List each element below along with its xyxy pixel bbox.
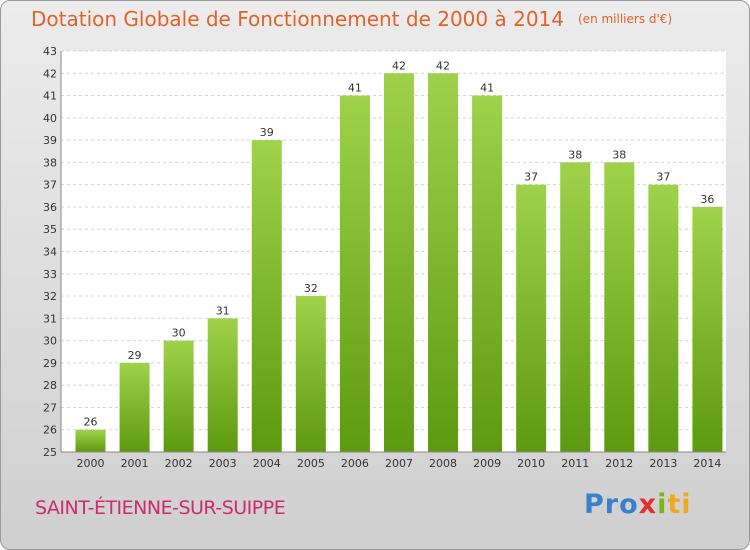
data-label-2009: 41 — [480, 82, 494, 95]
y-tick-label: 25 — [43, 446, 57, 459]
x-tick-label-2010: 2010 — [517, 457, 545, 470]
data-label-2010: 37 — [524, 171, 538, 184]
bar-2014 — [692, 206, 723, 452]
x-tick-label-2007: 2007 — [385, 457, 413, 470]
bar-2004 — [251, 140, 282, 452]
town-name: SAINT-ÉTIENNE-SUR-SUIPPE — [35, 497, 286, 519]
data-label-2001: 29 — [128, 349, 142, 362]
bar-2007 — [383, 73, 414, 453]
x-tick-label-2004: 2004 — [253, 457, 281, 470]
y-tick-label: 28 — [43, 379, 57, 392]
bars: 26 29 30 31 39 32 41 42 42 41 37 38 38 37 36 — [75, 59, 723, 453]
bar-2012 — [604, 162, 635, 452]
data-label-2003: 31 — [216, 304, 230, 317]
x-tick-label-2006: 2006 — [341, 457, 369, 470]
logo-part-1: Pro — [584, 489, 639, 520]
x-tick-label-2003: 2003 — [209, 457, 237, 470]
y-tick-label: 43 — [43, 45, 57, 58]
x-tick-label-2001: 2001 — [121, 457, 149, 470]
chart-title: Dotation Globale de Fonctionnement de 20… — [31, 7, 672, 31]
x-tick-label-2012: 2012 — [605, 457, 633, 470]
bar-2009 — [472, 95, 503, 453]
y-tick-label: 35 — [43, 223, 57, 236]
y-tick-label: 32 — [43, 290, 57, 303]
data-label-2012: 38 — [612, 148, 626, 161]
proxiti-logo[interactable]: Proxiti — [584, 489, 692, 520]
y-tick-label: 38 — [43, 156, 57, 169]
y-tick-label: 41 — [43, 90, 57, 103]
data-label-2007: 42 — [392, 59, 406, 72]
bar-2000 — [75, 429, 106, 452]
data-label-2004: 39 — [260, 126, 274, 139]
y-tick-label: 29 — [43, 357, 57, 370]
x-tick-label-2013: 2013 — [649, 457, 677, 470]
y-tick-label: 26 — [43, 424, 57, 437]
bar-2003 — [207, 318, 238, 452]
y-tick-label: 39 — [43, 134, 57, 147]
x-tick-label-2011: 2011 — [561, 457, 589, 470]
logo-part-2: x — [638, 489, 658, 520]
x-tick-label-2005: 2005 — [297, 457, 325, 470]
y-tick-label: 30 — [43, 335, 57, 348]
y-tick-label: 40 — [43, 112, 57, 125]
bar-2006 — [339, 95, 370, 453]
y-tick-label: 37 — [43, 179, 57, 192]
logo-part-3: i — [657, 489, 668, 520]
data-label-2002: 30 — [172, 327, 186, 340]
x-tick-label-2008: 2008 — [429, 457, 457, 470]
bar-2010 — [516, 184, 547, 452]
data-label-2013: 37 — [656, 171, 670, 184]
y-axis-ticks: 25 26 27 28 29 30 31 32 33 34 35 36 37 38 39 40 41 42 43 — [43, 45, 57, 459]
data-label-2005: 32 — [304, 282, 318, 295]
bar-2013 — [648, 184, 679, 452]
logo-part-4: ti — [667, 489, 692, 520]
x-tick-label-2002: 2002 — [165, 457, 193, 470]
data-label-2014: 36 — [700, 193, 714, 206]
y-tick-label: 27 — [43, 401, 57, 414]
y-tick-label: 33 — [43, 268, 57, 281]
x-tick-label-2009: 2009 — [473, 457, 501, 470]
y-tick-label: 34 — [43, 246, 57, 259]
bar-2001 — [119, 362, 150, 452]
data-label-2008: 42 — [436, 59, 450, 72]
y-tick-label: 42 — [43, 67, 57, 80]
data-label-2006: 41 — [348, 82, 362, 95]
x-tick-label-2014: 2014 — [693, 457, 721, 470]
x-tick-label-2000: 2000 — [77, 457, 105, 470]
bar-2008 — [428, 73, 459, 453]
bar-2005 — [295, 296, 326, 452]
bar-2002 — [163, 340, 194, 452]
x-axis-ticks: 2000 2001 2002 2003 2004 2005 2006 2007 2008 2009… — [77, 457, 722, 470]
data-label-2000: 26 — [84, 416, 98, 429]
y-tick-label: 36 — [43, 201, 57, 214]
data-label-2011: 38 — [568, 148, 582, 161]
chart-title-text: Dotation Globale de Fonctionnement de 20… — [31, 7, 564, 31]
chart-unit: (en milliers d'€) — [578, 12, 673, 26]
y-tick-label: 31 — [43, 312, 57, 325]
bar-2011 — [560, 162, 591, 452]
